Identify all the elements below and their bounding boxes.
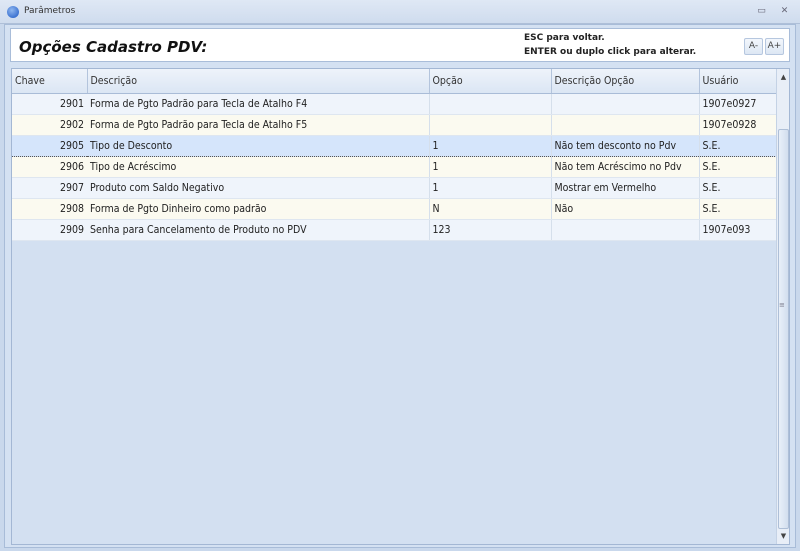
- column-header-usuario[interactable]: Usuário: [699, 69, 778, 94]
- table-row[interactable]: 2909 Senha para Cancelamento de Produto n…: [12, 219, 778, 241]
- vertical-scrollbar[interactable]: ▲ ≡ ▼: [776, 69, 789, 544]
- minimize-icon[interactable]: ▭: [757, 6, 766, 16]
- cell-usuario: S.E.: [699, 156, 778, 178]
- cell-chave: 2906: [12, 156, 87, 178]
- grip-icon: ≡: [779, 301, 785, 309]
- cell-descricao-opcao: [551, 219, 700, 241]
- cell-chave: 2908: [12, 198, 87, 220]
- cell-descricao: Forma de Pgto Padrão para Tecla de Atalh…: [87, 93, 430, 115]
- table-row[interactable]: 2902 Forma de Pgto Padrão para Tecla de A…: [12, 114, 778, 136]
- font-smaller-button[interactable]: A-: [744, 38, 763, 55]
- header-panel: Opções Cadastro PDV: ESC para voltar. EN…: [10, 28, 790, 62]
- cell-opcao: 1: [429, 177, 552, 199]
- table-row[interactable]: 2907 Produto com Saldo Negativo 1 Mostrar e…: [12, 177, 778, 199]
- page-title: Opções Cadastro PDV:: [19, 38, 208, 56]
- table-row[interactable]: 2908 Forma de Pgto Dinheiro como padrão N N…: [12, 198, 778, 220]
- app-icon: [7, 6, 19, 18]
- cell-descricao: Senha para Cancelamento de Produto no PD…: [87, 219, 430, 241]
- cell-descricao-opcao: Mostrar em Vermelho: [551, 177, 700, 199]
- cell-descricao-opcao: [551, 93, 700, 115]
- cell-opcao: 1: [429, 156, 552, 178]
- table-row[interactable]: 2905 Tipo de Desconto 1 Não tem desconto no…: [12, 134, 778, 157]
- scroll-down-icon[interactable]: ▼: [780, 532, 787, 540]
- cell-usuario: S.E.: [699, 134, 778, 157]
- cell-descricao-opcao: Não: [551, 198, 700, 220]
- cell-chave: 2909: [12, 219, 87, 241]
- cell-opcao: 123: [429, 219, 552, 241]
- cell-chave: 2905: [12, 134, 87, 157]
- cell-opcao: [429, 93, 552, 115]
- cell-usuario: 1907e0928: [699, 114, 778, 136]
- window-title: Parâmetros: [24, 6, 76, 16]
- cell-descricao-opcao: Não tem desconto no Pdv: [551, 134, 700, 157]
- cell-descricao: Forma de Pgto Padrão para Tecla de Atalh…: [87, 114, 430, 136]
- hint-enter: ENTER ou duplo click para alterar.: [524, 47, 697, 57]
- font-larger-button[interactable]: A+: [765, 38, 784, 55]
- title-bar: Parâmetros ▭ ✕: [0, 0, 800, 24]
- cell-usuario: 1907e0927: [699, 93, 778, 115]
- parameters-grid: Chave Descrição Opção Descrição Opção Usuári…: [11, 68, 790, 545]
- cell-usuario: S.E.: [699, 198, 778, 220]
- close-icon[interactable]: ✕: [780, 6, 789, 16]
- table-row[interactable]: 2906 Tipo de Acréscimo 1 Não tem Acréscimo …: [12, 156, 778, 178]
- column-header-chave[interactable]: Chave: [12, 69, 88, 94]
- scroll-up-icon[interactable]: ▲: [780, 73, 787, 81]
- column-header-opcao[interactable]: Opção: [429, 69, 552, 94]
- column-header-descricao-opcao[interactable]: Descrição Opção: [551, 69, 700, 94]
- cell-chave: 2902: [12, 114, 87, 136]
- cell-opcao: [429, 114, 552, 136]
- table-row[interactable]: 2901 Forma de Pgto Padrão para Tecla de A…: [12, 93, 778, 115]
- cell-descricao-opcao: [551, 114, 700, 136]
- cell-descricao: Forma de Pgto Dinheiro como padrão: [87, 198, 430, 220]
- cell-descricao-opcao: Não tem Acréscimo no Pdv: [551, 156, 700, 178]
- cell-chave: 2907: [12, 177, 87, 199]
- scrollbar-thumb[interactable]: [778, 129, 789, 529]
- cell-usuario: 1907e093: [699, 219, 778, 241]
- cell-opcao: N: [429, 198, 552, 220]
- cell-opcao: 1: [429, 134, 552, 157]
- cell-descricao: Tipo de Desconto: [87, 134, 430, 157]
- hint-esc: ESC para voltar.: [524, 33, 605, 43]
- cell-descricao: Tipo de Acréscimo: [87, 156, 430, 178]
- cell-chave: 2901: [12, 93, 87, 115]
- cell-descricao: Produto com Saldo Negativo: [87, 177, 430, 199]
- column-header-descricao[interactable]: Descrição: [87, 69, 430, 94]
- cell-usuario: S.E.: [699, 177, 778, 199]
